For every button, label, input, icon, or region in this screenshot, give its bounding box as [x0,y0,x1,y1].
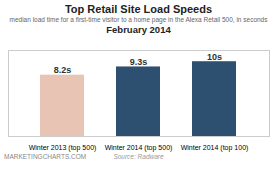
html-text:MARKETINGCHARTS.COM: MARKETINGCHARTS.COM [4,153,87,160]
svg-text:8.2s: 8.2s [54,65,72,75]
html-text:median load time for a first-t: median load time for a first-time visito… [9,16,268,23]
html-text:Top Retail Site Load Speeds: Top Retail Site Load Speeds [64,3,212,15]
html-text:February 2014: February 2014 [106,24,171,35]
svg-text:Winter 2014 (top 500): Winter 2014 (top 500) [105,144,173,152]
html-text:Source: Radware: Source: Radware [113,153,164,160]
svg-text:9.3s: 9.3s [130,57,148,67]
svg-text:Winter 2014 (top 100): Winter 2014 (top 100) [181,144,249,152]
svg-text:Winter 2013 (top 500): Winter 2013 (top 500) [29,144,97,152]
svg-text:10s: 10s [207,52,222,62]
